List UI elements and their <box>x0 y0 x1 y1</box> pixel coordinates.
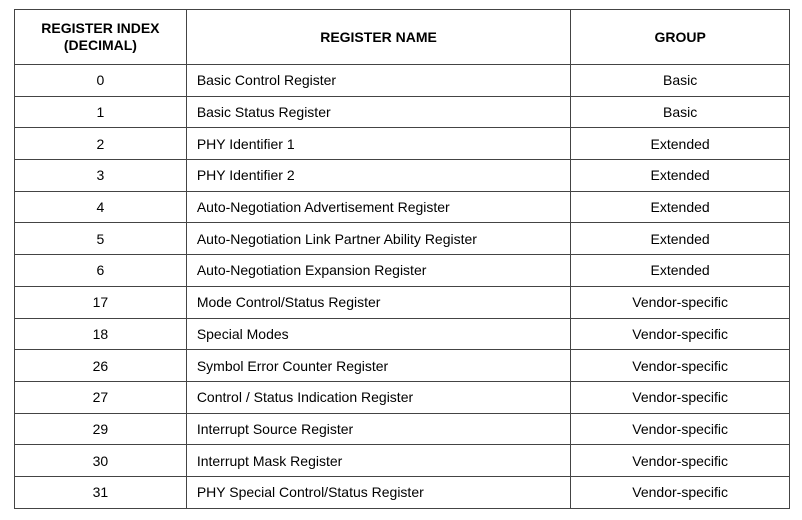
table-row: 0 Basic Control Register Basic <box>14 64 790 97</box>
table-row: 29 Interrupt Source Register Vendor-specif… <box>14 412 790 446</box>
cell-index: 4 <box>14 190 187 224</box>
cell-index: 2 <box>14 127 187 161</box>
cell-index: 18 <box>14 317 187 351</box>
cell-index: 6 <box>14 254 187 287</box>
table-row: 27 Control / Status Indication Register Ve… <box>14 380 790 414</box>
header-group: GROUP <box>570 9 790 65</box>
cell-group: Vendor-specific <box>570 444 790 477</box>
cell-name: Mode Control/Status Register <box>185 285 572 319</box>
cell-name: Basic Status Register <box>185 95 572 129</box>
table-row: 18 Special Modes Vendor-specific <box>14 317 790 351</box>
cell-name: Special Modes <box>185 317 572 351</box>
cell-group: Vendor-specific <box>570 285 790 319</box>
cell-index: 27 <box>14 380 187 414</box>
header-index-line1: REGISTER INDEX <box>41 20 160 36</box>
cell-name: Interrupt Mask Register <box>185 444 572 477</box>
cell-group: Vendor-specific <box>570 349 790 382</box>
cell-group: Basic <box>570 95 790 129</box>
cell-index: 17 <box>14 285 187 319</box>
table-row: 26 Symbol Error Counter Register Vendor-sp… <box>14 349 790 382</box>
cell-name: Interrupt Source Register <box>185 412 572 446</box>
table-row: 6 Auto-Negotiation Expansion Register Exte… <box>14 254 790 287</box>
cell-group: Extended <box>570 127 790 161</box>
cell-name: Auto-Negotiation Expansion Register <box>185 254 572 287</box>
cell-name: Symbol Error Counter Register <box>185 349 572 382</box>
table-row: 2 PHY Identifier 1 Extended <box>14 127 790 161</box>
cell-index: 5 <box>14 222 187 256</box>
cell-group: Extended <box>570 222 790 256</box>
header-register-name: REGISTER NAME <box>185 9 572 65</box>
register-table: REGISTER INDEX (DECIMAL) REGISTER NAME GR… <box>14 9 790 509</box>
cell-name: Basic Control Register <box>185 64 572 97</box>
table-row: 17 Mode Control/Status Register Vendor-spe… <box>14 285 790 319</box>
cell-group: Basic <box>570 64 790 97</box>
cell-index: 0 <box>14 64 187 97</box>
cell-index: 3 <box>14 159 187 192</box>
cell-name: PHY Identifier 2 <box>185 159 572 192</box>
table-row: 3 PHY Identifier 2 Extended <box>14 159 790 192</box>
header-index-line2: (DECIMAL) <box>63 37 137 53</box>
header-register-index: REGISTER INDEX (DECIMAL) <box>14 9 187 65</box>
cell-index: 29 <box>14 412 187 446</box>
cell-index: 31 <box>14 475 187 509</box>
cell-name: Control / Status Indication Register <box>185 380 572 414</box>
header-row: REGISTER INDEX (DECIMAL) REGISTER NAME GR… <box>14 9 790 65</box>
cell-index: 30 <box>14 444 187 477</box>
cell-name: Auto-Negotiation Advertisement Register <box>185 190 572 224</box>
cell-name: Auto-Negotiation Link Partner Ability Re… <box>185 222 572 256</box>
cell-group: Vendor-specific <box>570 412 790 446</box>
cell-group: Vendor-specific <box>570 317 790 351</box>
table-row: 5 Auto-Negotiation Link Partner Ability R… <box>14 222 790 256</box>
table-row: 1 Basic Status Register Basic <box>14 95 790 129</box>
cell-group: Extended <box>570 159 790 192</box>
cell-name: PHY Special Control/Status Register <box>185 475 572 509</box>
table-row: 4 Auto-Negotiation Advertisement Register… <box>14 190 790 224</box>
cell-group: Vendor-specific <box>570 380 790 414</box>
cell-name: PHY Identifier 1 <box>185 127 572 161</box>
cell-index: 26 <box>14 349 187 382</box>
table-row: 30 Interrupt Mask Register Vendor-specific <box>14 444 790 477</box>
cell-group: Vendor-specific <box>570 475 790 509</box>
cell-group: Extended <box>570 190 790 224</box>
cell-group: Extended <box>570 254 790 287</box>
table-row: 31 PHY Special Control/Status Register Ven… <box>14 475 790 509</box>
cell-index: 1 <box>14 95 187 129</box>
